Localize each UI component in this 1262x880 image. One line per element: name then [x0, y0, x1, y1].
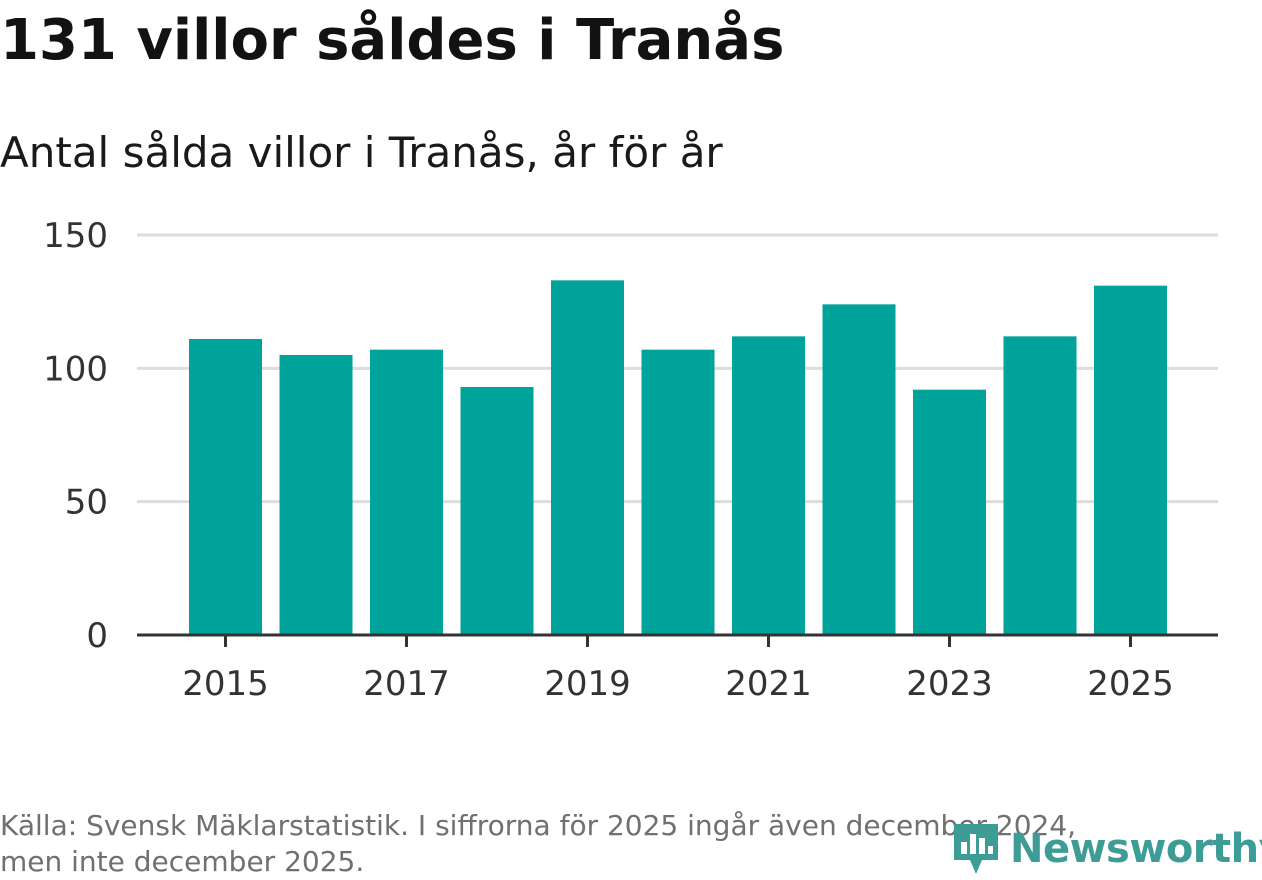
- x-tick-label-2015: 2015: [182, 664, 269, 704]
- bars: [189, 280, 1167, 635]
- bar-2015: [189, 339, 262, 635]
- bar-2025: [1094, 285, 1167, 635]
- source-note: Källa: Svensk Mäklarstatistik. I siffror…: [0, 808, 1200, 880]
- logo-text: Newsworthy: [1010, 826, 1262, 872]
- bar-2019: [551, 280, 624, 635]
- bar-2016: [279, 355, 353, 635]
- bar-2020: [641, 349, 715, 635]
- source-line-2: men inte december 2025.: [0, 845, 365, 878]
- bar-2021: [732, 336, 805, 635]
- chart-subtitle: Antal sålda villor i Tranås, år för år: [0, 128, 723, 177]
- bar-2018: [460, 387, 534, 635]
- bar-2017: [370, 349, 443, 635]
- bar-chart-location-icon: [954, 824, 998, 874]
- axes: 0 50 100 150 2015 2017 2019 2021 2023 2025: [43, 216, 1218, 704]
- x-tick-label-2017: 2017: [363, 664, 450, 704]
- newsworthy-logo: Newsworthy: [950, 820, 1262, 878]
- y-tick-label-100: 100: [43, 349, 108, 389]
- x-tick-label-2023: 2023: [906, 664, 993, 704]
- y-tick-label-150: 150: [43, 216, 108, 256]
- chart-title: 131 villor såldes i Tranås: [0, 8, 785, 73]
- bar-2023: [913, 389, 986, 635]
- y-tick-label-0: 0: [86, 616, 108, 656]
- y-tick-label-50: 50: [65, 483, 108, 523]
- bar-2022: [822, 304, 896, 635]
- x-tick-label-2025: 2025: [1087, 664, 1174, 704]
- source-line-1: Källa: Svensk Mäklarstatistik. I siffror…: [0, 809, 1077, 842]
- bar-2024: [1003, 336, 1077, 635]
- x-tick-label-2019: 2019: [544, 664, 631, 704]
- x-tick-label-2021: 2021: [725, 664, 812, 704]
